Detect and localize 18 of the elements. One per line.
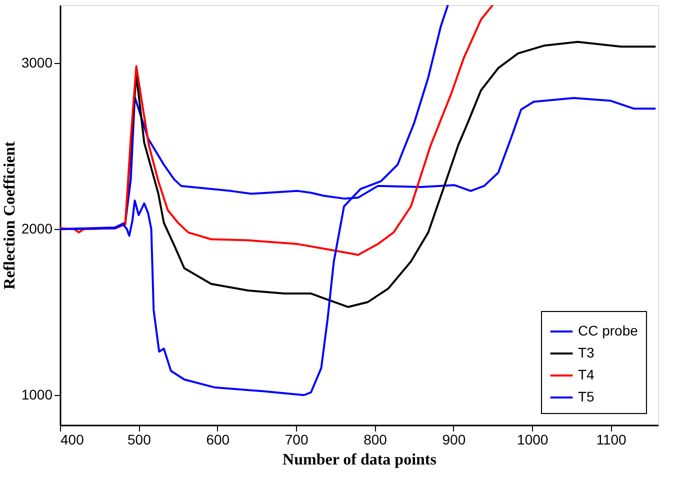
x-tick-label: 700: [284, 432, 308, 448]
legend-label: T3: [578, 344, 595, 360]
x-tick-label: 600: [206, 432, 230, 448]
y-tick-label: 2000: [21, 220, 53, 237]
legend-label: T4: [578, 366, 595, 382]
legend-label: T5: [578, 388, 595, 404]
legend-label: CC probe: [578, 322, 638, 338]
y-tick-label: 3000: [21, 54, 53, 71]
x-tick-label: 400: [60, 432, 84, 448]
x-tick-label: 500: [128, 432, 152, 448]
x-tick-label: 800: [364, 432, 388, 448]
line-series: [60, 5, 494, 256]
y-axis-title: Reflection Coefficient: [1, 140, 18, 290]
x-tick-label: 900: [442, 432, 466, 448]
x-tick-label: 1100: [596, 432, 627, 448]
y-tick-label: 1000: [21, 386, 53, 403]
x-tick-label: 1000: [517, 432, 548, 448]
x-axis-title: Number of data points: [282, 452, 436, 468]
